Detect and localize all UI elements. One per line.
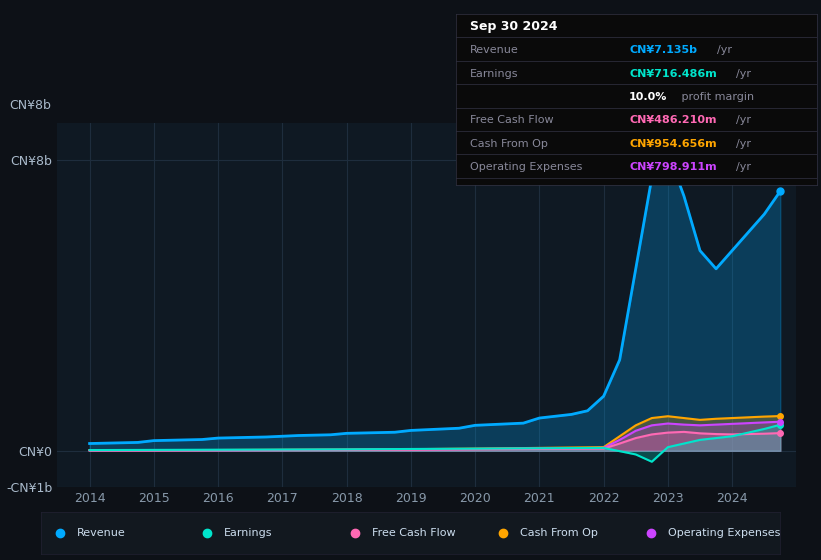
Text: CN¥954.656m: CN¥954.656m xyxy=(629,139,717,149)
Text: Revenue: Revenue xyxy=(470,45,519,55)
Text: Revenue: Revenue xyxy=(76,529,126,538)
Text: /yr: /yr xyxy=(736,162,751,172)
Text: CN¥716.486m: CN¥716.486m xyxy=(629,69,717,78)
Text: Operating Expenses: Operating Expenses xyxy=(470,162,582,172)
Text: Cash From Op: Cash From Op xyxy=(470,139,548,149)
Text: /yr: /yr xyxy=(736,139,751,149)
Text: CN¥798.911m: CN¥798.911m xyxy=(629,162,717,172)
Text: CN¥486.210m: CN¥486.210m xyxy=(629,115,717,125)
Text: Cash From Op: Cash From Op xyxy=(520,529,598,538)
Text: /yr: /yr xyxy=(717,45,732,55)
Text: profit margin: profit margin xyxy=(678,92,754,102)
Text: Sep 30 2024: Sep 30 2024 xyxy=(470,20,557,34)
Text: CN¥7.135b: CN¥7.135b xyxy=(629,45,697,55)
Text: CN¥8b: CN¥8b xyxy=(10,99,52,111)
Text: /yr: /yr xyxy=(736,115,751,125)
Text: /yr: /yr xyxy=(736,69,751,78)
Text: Free Cash Flow: Free Cash Flow xyxy=(372,529,456,538)
Text: 10.0%: 10.0% xyxy=(629,92,667,102)
Text: Earnings: Earnings xyxy=(470,69,519,78)
Text: Free Cash Flow: Free Cash Flow xyxy=(470,115,553,125)
Text: Earnings: Earnings xyxy=(224,529,273,538)
Text: Operating Expenses: Operating Expenses xyxy=(667,529,780,538)
